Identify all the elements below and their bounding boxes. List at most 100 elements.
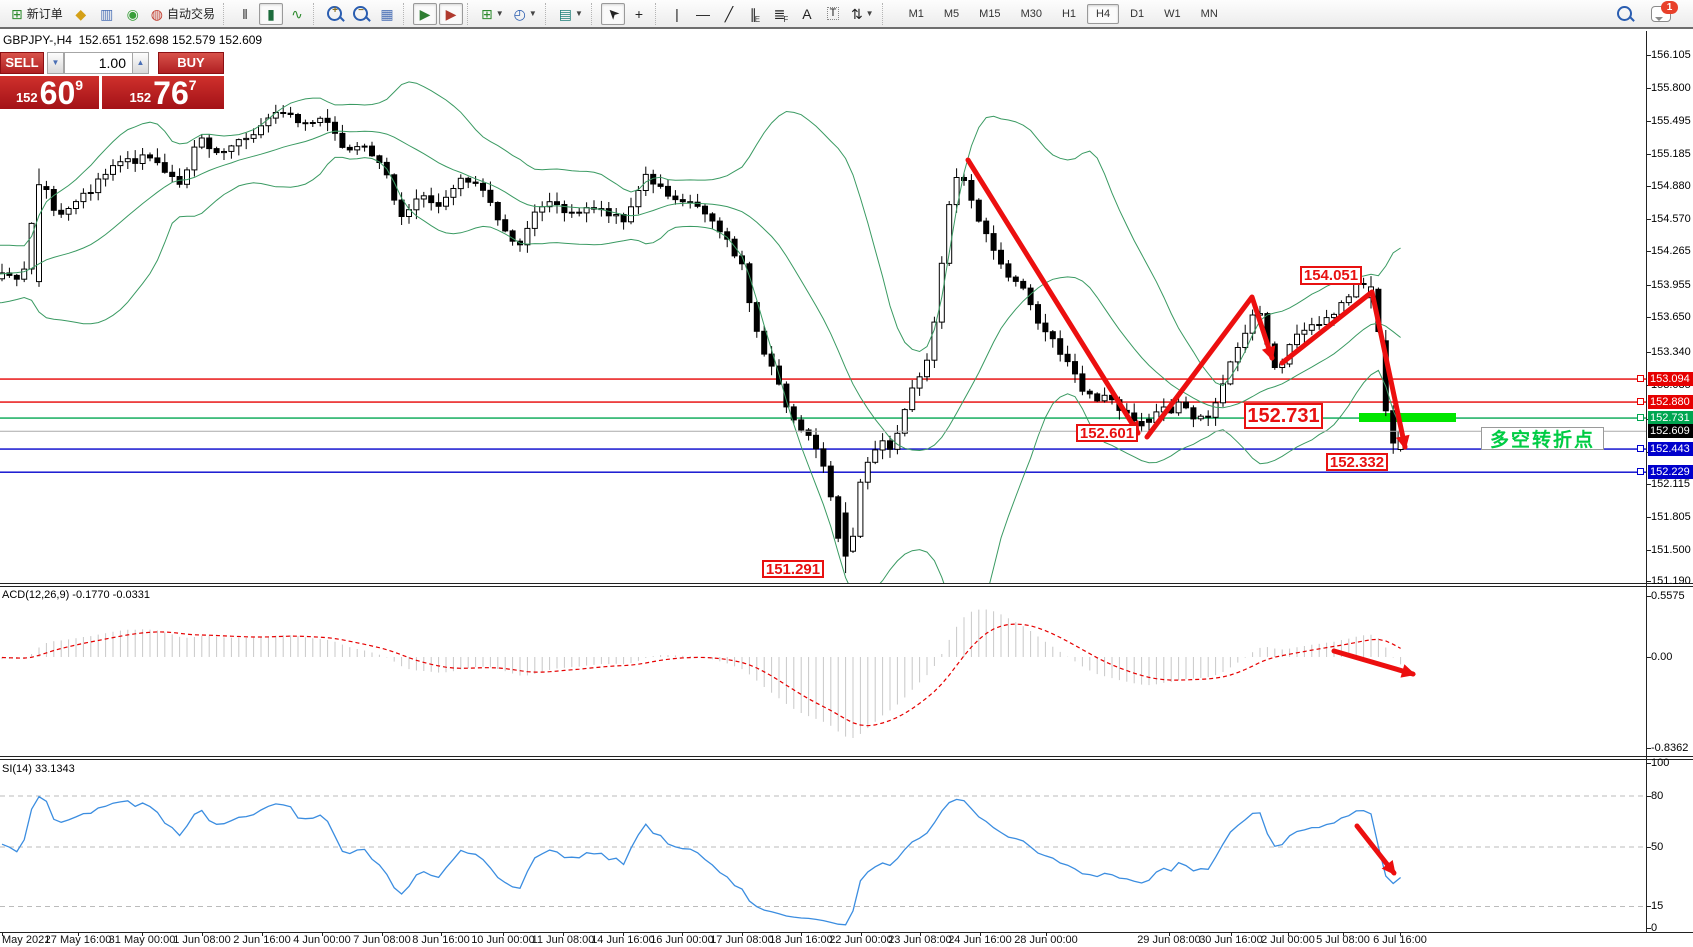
vertical-line-icon: | (675, 5, 679, 22)
line-end-marker[interactable] (1637, 445, 1644, 452)
zoom-in-icon: + (327, 5, 343, 21)
chart-shift-button[interactable]: ▶ (438, 2, 463, 25)
new-chart-icon: ⊞ (480, 5, 493, 22)
price-axis-label: 151.190 (1651, 575, 1691, 587)
channel-button[interactable]: ∥ E (749, 5, 761, 24)
time-axis-label: 11 Jun 08:00 (531, 934, 595, 946)
line-end-marker[interactable] (1637, 398, 1644, 405)
rsi-axis-label: 50 (1651, 841, 1664, 853)
toolbar-group-cursor: ➤ + (600, 1, 652, 27)
zoom-out-button[interactable]: − (349, 3, 373, 25)
timeframe-button-h4[interactable]: H4 (1087, 3, 1120, 24)
price-axis-label: 154.570 (1651, 213, 1691, 225)
time-axis-label: 28 Jun 00:00 (1014, 934, 1078, 946)
timeframe-button-m5[interactable]: M5 (943, 7, 960, 20)
bar-chart-button[interactable]: ‖ (233, 3, 257, 25)
crosshair-icon: + (634, 5, 644, 22)
period-button[interactable]: ◴ ▼ (510, 3, 541, 25)
price-axis-label: 151.500 (1651, 544, 1691, 556)
price-axis-label: 155.185 (1651, 148, 1691, 160)
price-annotation-label[interactable]: 152.332 (1326, 453, 1388, 471)
volume-input[interactable]: 1.00 (64, 52, 133, 74)
timeframe-button-h1[interactable]: H1 (1061, 7, 1077, 20)
search-button[interactable] (1612, 3, 1636, 25)
buy-price-prefix: 152 (129, 90, 152, 105)
toolbar-group-objects: | — ╱ ∥ E ≣ F A T ⇅ ▼ (664, 1, 879, 27)
price-axis-label: 154.265 (1651, 245, 1691, 257)
new-chart-button[interactable]: ⊞ ▼ (477, 3, 508, 25)
volume-increase-button[interactable]: ▲ (132, 52, 149, 74)
sell-price-box[interactable]: 152 60 9 (0, 76, 99, 109)
market-watch-icon: ▥ (100, 5, 114, 22)
sell-button[interactable]: SELL (0, 52, 44, 74)
toolbar-group-trade: ⊞ 新订单 ◆ ▥ ◉ ◍ 自动交易 (6, 1, 220, 27)
volume-decrease-button[interactable]: ▼ (47, 52, 64, 74)
price-annotation-label[interactable]: 154.051 (1300, 266, 1362, 285)
fibonacci-button[interactable]: ≣ F (773, 5, 789, 24)
candlestick-button[interactable]: ▮ (258, 2, 283, 25)
tile-windows-button[interactable]: ▦ (375, 3, 399, 25)
timeframe-button-d1[interactable]: D1 (1130, 7, 1145, 20)
buy-price-sup: 7 (188, 77, 197, 93)
time-axis-label: 29 Jun 08:00 (1137, 934, 1201, 946)
bar-chart-icon: ‖ (242, 5, 248, 22)
timeframe-button-m15[interactable]: M15 (979, 7, 1001, 20)
timeframe-button-m1[interactable]: M1 (908, 7, 924, 20)
toolbar-separator (881, 2, 888, 25)
label-button[interactable]: T (821, 3, 845, 25)
period-icon: ◴ (513, 5, 526, 22)
cursor-button[interactable]: ➤ (600, 2, 625, 25)
price-axis-label: 152.115 (1651, 478, 1690, 490)
label-icon: T (826, 7, 840, 20)
text-button[interactable]: A (795, 3, 819, 25)
price-annotation-label[interactable]: 152.731 (1244, 403, 1323, 429)
toolbar-separator (544, 2, 551, 25)
bollinger-bands-layer (0, 81, 1402, 583)
new-order-button[interactable]: ⊞ 新订单 (7, 3, 67, 25)
auto-scroll-icon: ▶ (419, 5, 431, 22)
toolbar-separator (466, 2, 473, 25)
chart-note[interactable]: 多空转折点 (1481, 427, 1604, 451)
line-end-marker[interactable] (1637, 468, 1644, 475)
toolbar-button-label: 新订单 (26, 7, 63, 21)
candlestick-icon: ▮ (267, 5, 275, 22)
timeframe-button-m30[interactable]: M30 (1020, 7, 1042, 20)
buy-button[interactable]: BUY (158, 52, 224, 74)
fibonacci-icon: ≣ (773, 5, 786, 22)
toolbar-separator (654, 2, 661, 25)
price-axis-label: 153.650 (1651, 311, 1691, 323)
line-end-marker[interactable] (1637, 375, 1644, 382)
notifications-button[interactable]: 1 (1647, 0, 1678, 25)
crosshair-button[interactable]: + (627, 3, 651, 25)
chart-window-button[interactable]: ◆ (69, 3, 93, 25)
price-annotation-label[interactable]: 152.601 (1076, 424, 1138, 442)
vertical-line-button[interactable]: | (665, 3, 689, 25)
sell-price-sup: 9 (75, 77, 84, 93)
timeframe-button-w1[interactable]: W1 (1164, 7, 1181, 20)
macd-axis-label: -0.8362 (1651, 742, 1689, 754)
toolbar-separator (222, 2, 229, 25)
price-axis-label: 151.805 (1651, 511, 1691, 523)
auto-scroll-button[interactable]: ▶ (412, 2, 437, 25)
rsi-axis-label: 0 (1651, 922, 1658, 934)
highlight-bar (1359, 413, 1456, 422)
buy-price-box[interactable]: 152 76 7 (102, 76, 224, 109)
line-chart-button[interactable]: ∿ (285, 3, 309, 25)
price-axis-label: 154.880 (1651, 180, 1691, 192)
timeframe-button-mn[interactable]: MN (1200, 7, 1218, 20)
line-end-marker[interactable] (1637, 414, 1644, 421)
trendline-button[interactable]: ╱ (717, 3, 741, 25)
horizontal-line-button[interactable]: — (691, 3, 715, 25)
price-badge: 153.094 (1648, 372, 1693, 386)
market-watch-button[interactable]: ▥ (95, 3, 119, 25)
signals-button[interactable]: ◉ (121, 3, 145, 25)
time-axis-label: 22 Jun 00:00 (829, 934, 893, 946)
price-annotation-label[interactable]: 151.291 (762, 560, 824, 578)
rsi-axis-label: 100 (1651, 757, 1670, 769)
auto-trading-button[interactable]: ◍ 自动交易 (147, 3, 219, 25)
zoom-in-button[interactable]: + (323, 3, 347, 25)
arrows-button[interactable]: ⇅ ▼ (847, 3, 878, 25)
profiles-button[interactable]: ▤ ▼ (555, 3, 587, 25)
